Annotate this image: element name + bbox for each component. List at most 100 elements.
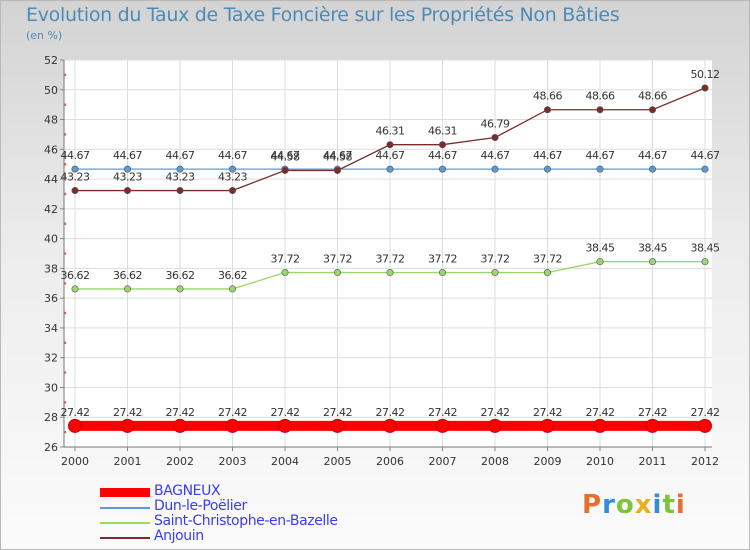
data-label: 43.23 [61, 171, 90, 184]
data-point [438, 269, 446, 277]
data-label: 27.42 [638, 406, 667, 419]
data-point [491, 165, 499, 173]
data-label: 44.67 [61, 149, 90, 162]
data-label: 37.72 [533, 253, 562, 266]
y-tick-label: 28 [44, 411, 58, 424]
grid [64, 59, 712, 448]
data-label: 44.67 [166, 149, 195, 162]
data-point [330, 418, 345, 433]
data-point [648, 106, 656, 114]
data-point [438, 165, 446, 173]
legend-label: Anjouin [154, 528, 204, 544]
data-point [491, 269, 499, 277]
data-point [698, 418, 712, 433]
data-point [648, 165, 656, 173]
data-label: 27.42 [113, 406, 142, 419]
data-label: 48.66 [533, 90, 562, 103]
data-point [435, 418, 450, 433]
y-tick-label: 52 [44, 54, 58, 67]
x-tick-label: 2012 [691, 455, 719, 468]
data-label: 27.42 [428, 406, 457, 419]
data-label: 44.67 [428, 149, 457, 162]
x-tick-label: 2008 [481, 455, 509, 468]
data-point [281, 269, 289, 277]
logo-letter: o [615, 490, 635, 520]
data-label: 36.62 [218, 269, 247, 282]
y-tick-label: 48 [44, 114, 58, 127]
data-label: 44.58 [271, 150, 300, 163]
x-tick-label: 2004 [271, 455, 299, 468]
x-tick-label: 2010 [586, 455, 614, 468]
data-point [540, 418, 555, 433]
legend-swatch [100, 488, 150, 497]
data-label: 46.31 [376, 125, 405, 138]
data-point [488, 418, 502, 433]
data-point [176, 165, 184, 173]
data-label: 37.72 [376, 253, 405, 266]
data-label: 46.31 [428, 125, 457, 138]
data-point [71, 165, 79, 173]
data-point [68, 418, 82, 433]
logo-letter: i [675, 490, 686, 520]
data-point [596, 258, 604, 266]
data-label: 38.45 [691, 242, 720, 255]
data-label: 46.79 [481, 118, 510, 131]
legend-swatch [100, 507, 150, 509]
data-point [278, 418, 292, 433]
data-point [543, 269, 551, 277]
data-label: 48.66 [638, 90, 667, 103]
data-label: 27.42 [376, 406, 405, 419]
axes: 26 28 30 32 34 36 38 40 42 44 46 48 50 52 2000 2001 2002… [44, 54, 719, 468]
data-label: 36.62 [166, 269, 195, 282]
y-tick-label: 42 [44, 203, 58, 216]
data-point [645, 418, 660, 433]
x-tick-label: 2007 [429, 455, 457, 468]
data-label: 27.42 [218, 406, 247, 419]
y-tick-label: 50 [44, 84, 58, 97]
y-tick-label: 30 [44, 381, 58, 394]
data-label: 27.42 [271, 406, 300, 419]
y-tick-label: 26 [44, 441, 58, 454]
x-tick-label: 2011 [639, 455, 667, 468]
data-point [71, 187, 79, 195]
data-point [596, 165, 604, 173]
x-tick-label: 2002 [166, 455, 194, 468]
data-point [124, 165, 132, 173]
data-label: 27.42 [691, 406, 720, 419]
data-label: 37.72 [428, 253, 457, 266]
logo-letter: P [582, 490, 603, 520]
data-point [386, 165, 394, 173]
data-point [173, 418, 187, 433]
chart-title: Evolution du Taux de Taxe Foncière sur l… [26, 4, 620, 26]
data-point [333, 269, 341, 277]
x-tick-label: 2005 [324, 455, 352, 468]
x-tick-label: 2003 [219, 455, 247, 468]
data-point [176, 285, 184, 293]
data-point [386, 269, 394, 277]
data-label: 27.42 [166, 406, 195, 419]
y-tick-label: 36 [44, 292, 58, 305]
data-label: 37.72 [323, 253, 352, 266]
y-tick-label: 46 [44, 143, 58, 156]
data-point [386, 141, 394, 149]
data-label: 38.45 [638, 242, 667, 255]
logo-letter: x [634, 490, 653, 520]
data-point [229, 165, 237, 173]
data-label: 44.67 [586, 149, 615, 162]
data-point [593, 418, 607, 433]
data-point [281, 166, 289, 174]
x-tick-label: 2001 [114, 455, 142, 468]
data-label: 50.12 [691, 68, 720, 81]
proxiti-logo: Proxiti [582, 490, 686, 520]
legend-item: BAGNEUX [100, 483, 400, 500]
legend-swatch [100, 537, 150, 539]
series-layer [68, 84, 712, 433]
data-point [701, 84, 709, 92]
data-point [229, 187, 237, 195]
legend-label: BAGNEUX [154, 483, 221, 499]
data-point [596, 106, 604, 114]
data-point [176, 187, 184, 195]
data-label: 27.42 [61, 406, 90, 419]
y-tick-label: 40 [44, 233, 58, 246]
data-point [229, 285, 237, 293]
